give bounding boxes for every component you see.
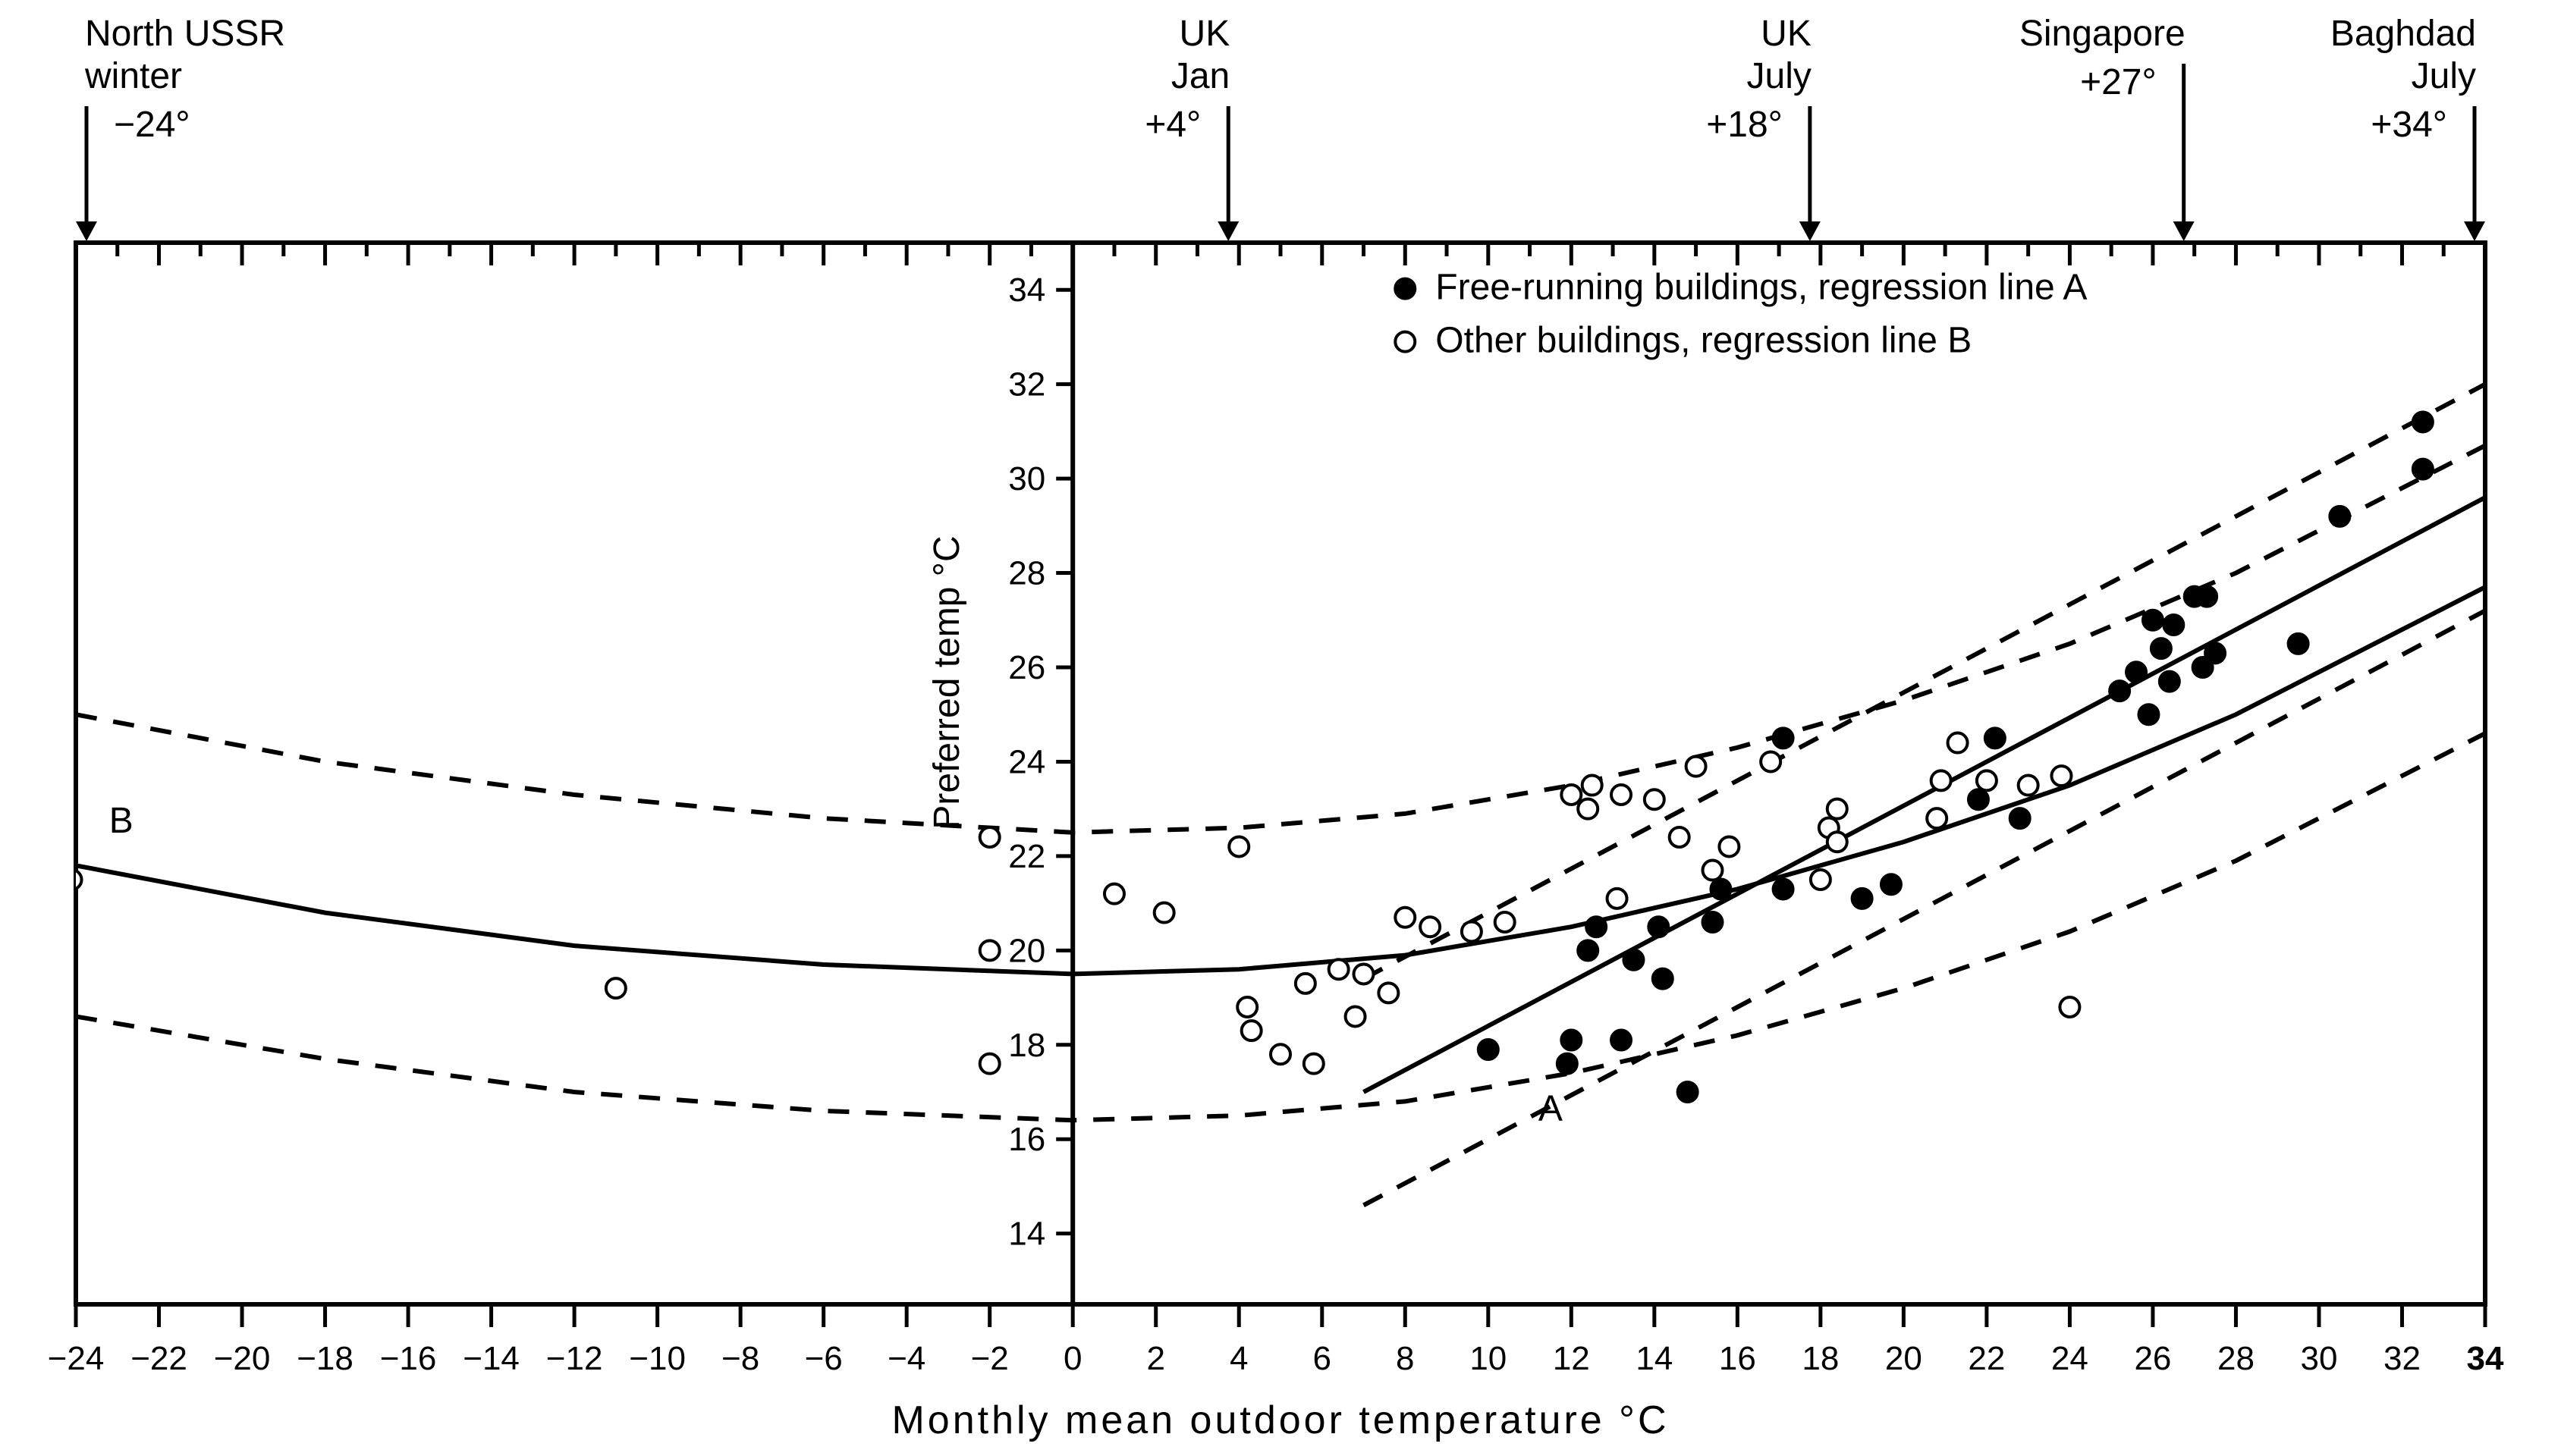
svg-text:+27°: +27° xyxy=(2080,62,2157,102)
svg-text:−6: −6 xyxy=(805,1340,843,1377)
svg-text:4: 4 xyxy=(1230,1340,1248,1377)
svg-text:Baghdad: Baghdad xyxy=(2330,14,2476,54)
svg-text:24: 24 xyxy=(2051,1340,2088,1377)
svg-text:B: B xyxy=(109,801,134,841)
svg-text:12: 12 xyxy=(1553,1340,1590,1377)
svg-text:Free-running buildings, regres: Free-running buildings, regression line … xyxy=(1435,268,2087,308)
svg-text:34: 34 xyxy=(2467,1340,2504,1377)
svg-text:−4: −4 xyxy=(888,1340,925,1377)
svg-text:−18: −18 xyxy=(297,1340,354,1377)
svg-text:10: 10 xyxy=(1469,1340,1507,1377)
svg-text:−8: −8 xyxy=(721,1340,759,1377)
svg-text:winter: winter xyxy=(84,56,182,96)
svg-text:20: 20 xyxy=(1008,932,1045,969)
svg-text:22: 22 xyxy=(1968,1340,2005,1377)
svg-text:Other buildings, regression li: Other buildings, regression line B xyxy=(1435,321,1972,361)
svg-text:+4°: +4° xyxy=(1145,105,1201,145)
svg-text:32: 32 xyxy=(2383,1340,2421,1377)
svg-text:−20: −20 xyxy=(214,1340,271,1377)
svg-text:26: 26 xyxy=(2134,1340,2171,1377)
svg-text:22: 22 xyxy=(1008,838,1045,875)
svg-text:28: 28 xyxy=(1008,555,1045,592)
svg-text:−2: −2 xyxy=(971,1340,1009,1377)
svg-text:30: 30 xyxy=(1008,460,1045,497)
svg-text:+34°: +34° xyxy=(2371,105,2447,145)
svg-text:18: 18 xyxy=(1008,1027,1045,1064)
svg-text:July: July xyxy=(1747,56,1812,96)
svg-text:North USSR: North USSR xyxy=(85,14,285,54)
svg-text:−24: −24 xyxy=(48,1340,105,1377)
svg-text:6: 6 xyxy=(1313,1340,1331,1377)
svg-text:18: 18 xyxy=(1802,1340,1839,1377)
svg-text:30: 30 xyxy=(2300,1340,2337,1377)
svg-text:−16: −16 xyxy=(380,1340,437,1377)
svg-text:8: 8 xyxy=(1396,1340,1414,1377)
svg-text:24: 24 xyxy=(1008,743,1045,780)
svg-text:26: 26 xyxy=(1008,649,1045,686)
svg-text:−10: −10 xyxy=(629,1340,686,1377)
svg-text:July: July xyxy=(2412,56,2476,96)
svg-text:32: 32 xyxy=(1008,366,1045,403)
svg-text:+18°: +18° xyxy=(1706,105,1783,145)
svg-text:Jan: Jan xyxy=(1171,56,1230,96)
svg-text:A: A xyxy=(1538,1088,1563,1128)
svg-text:UK: UK xyxy=(1761,14,1812,54)
svg-text:20: 20 xyxy=(1885,1340,1922,1377)
svg-text:34: 34 xyxy=(1008,271,1045,309)
svg-text:−22: −22 xyxy=(130,1340,187,1377)
svg-text:14: 14 xyxy=(1008,1216,1045,1253)
svg-text:16: 16 xyxy=(1008,1121,1045,1158)
svg-text:−14: −14 xyxy=(463,1340,520,1377)
svg-text:−24°: −24° xyxy=(114,105,190,145)
svg-text:Singapore: Singapore xyxy=(2019,14,2185,54)
svg-text:0: 0 xyxy=(1064,1340,1082,1377)
svg-text:UK: UK xyxy=(1180,14,1230,54)
svg-text:Monthly mean outdoor temper: Monthly mean outdoor temperature °C xyxy=(891,1398,1669,1442)
svg-text:2: 2 xyxy=(1146,1340,1164,1377)
svg-text:14: 14 xyxy=(1636,1340,1673,1377)
svg-text:Preferred temp °C: Preferred temp °C xyxy=(927,535,967,829)
chart-svg: AB−24−22−20−18−16−14−12−10−8−6−4−2024681… xyxy=(0,0,2561,1456)
svg-text:16: 16 xyxy=(1719,1340,1756,1377)
svg-text:−12: −12 xyxy=(546,1340,603,1377)
thermal-comfort-chart: AB−24−22−20−18−16−14−12−10−8−6−4−2024681… xyxy=(0,0,2561,1456)
svg-text:28: 28 xyxy=(2217,1340,2255,1377)
